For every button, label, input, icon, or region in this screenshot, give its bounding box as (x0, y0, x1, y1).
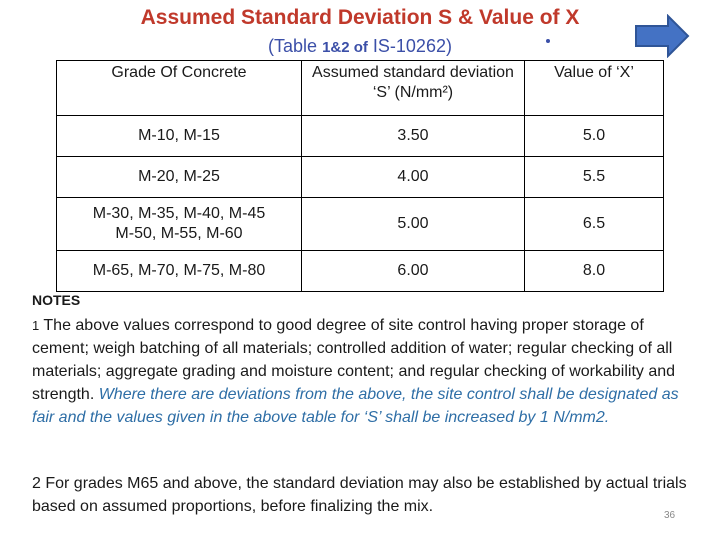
table-row: M-65, M-70, M-75, M-80 6.00 8.0 (56, 250, 664, 292)
cell-value-x: 8.0 (524, 250, 664, 292)
cell-grade: M-20, M-25 (56, 156, 302, 198)
cell-grade-line2: M-50, M-55, M-60 (115, 225, 243, 242)
header-value-x: Value of ‘X’ (524, 60, 664, 116)
right-arrow-icon[interactable] (634, 14, 690, 58)
note-1: 1 The above values correspond to good de… (32, 314, 688, 429)
subtitle-suffix: IS-10262) (367, 36, 452, 56)
subtitle-bold: 1&2 of (322, 39, 368, 56)
cell-value-x: 5.0 (524, 115, 664, 157)
table-header-row: Grade Of Concrete Assumed standard devia… (56, 60, 664, 116)
page-number: 36 (664, 510, 676, 521)
std-deviation-table: Grade Of Concrete Assumed standard devia… (56, 60, 664, 292)
subtitle-prefix: (Table (268, 36, 323, 56)
note-1-text: The above values correspond to good degr… (32, 317, 676, 403)
page-title: Assumed Standard Deviation S & Value of … (140, 6, 580, 29)
cell-std-deviation: 6.00 (301, 250, 525, 292)
cell-value-x: 5.5 (524, 156, 664, 198)
decorative-dot (546, 39, 550, 43)
notes-label: NOTES (32, 292, 81, 308)
note-2: 2 For grades M65 and above, the standard… (32, 475, 687, 515)
table-row: M-30, M-35, M-40, M-45 M-50, M-55, M-60 … (56, 197, 664, 251)
cell-std-deviation: 3.50 (301, 115, 525, 157)
cell-grade: M-30, M-35, M-40, M-45 M-50, M-55, M-60 (56, 197, 302, 251)
cell-grade-line1: M-30, M-35, M-40, M-45 (92, 205, 266, 222)
cell-grade: M-65, M-70, M-75, M-80 (56, 250, 302, 292)
cell-grade: M-10, M-15 (56, 115, 302, 157)
cell-std-deviation: 5.00 (301, 197, 525, 251)
right-arrow-shape (635, 14, 690, 58)
cell-value-x: 6.5 (524, 197, 664, 251)
header-grade: Grade Of Concrete (56, 60, 302, 116)
note-1-italic-text: Where there are deviations from the abov… (32, 386, 679, 426)
page-subtitle: (Table 1&2 of IS-10262) (0, 36, 720, 57)
cell-std-deviation: 4.00 (301, 156, 525, 198)
header-std-deviation: Assumed standard deviation ‘S’ (N/mm²) (301, 60, 525, 116)
note-1-number: 1 (32, 318, 40, 333)
table-row: M-20, M-25 4.00 5.5 (56, 156, 664, 198)
table-row: M-10, M-15 3.50 5.0 (56, 115, 664, 157)
